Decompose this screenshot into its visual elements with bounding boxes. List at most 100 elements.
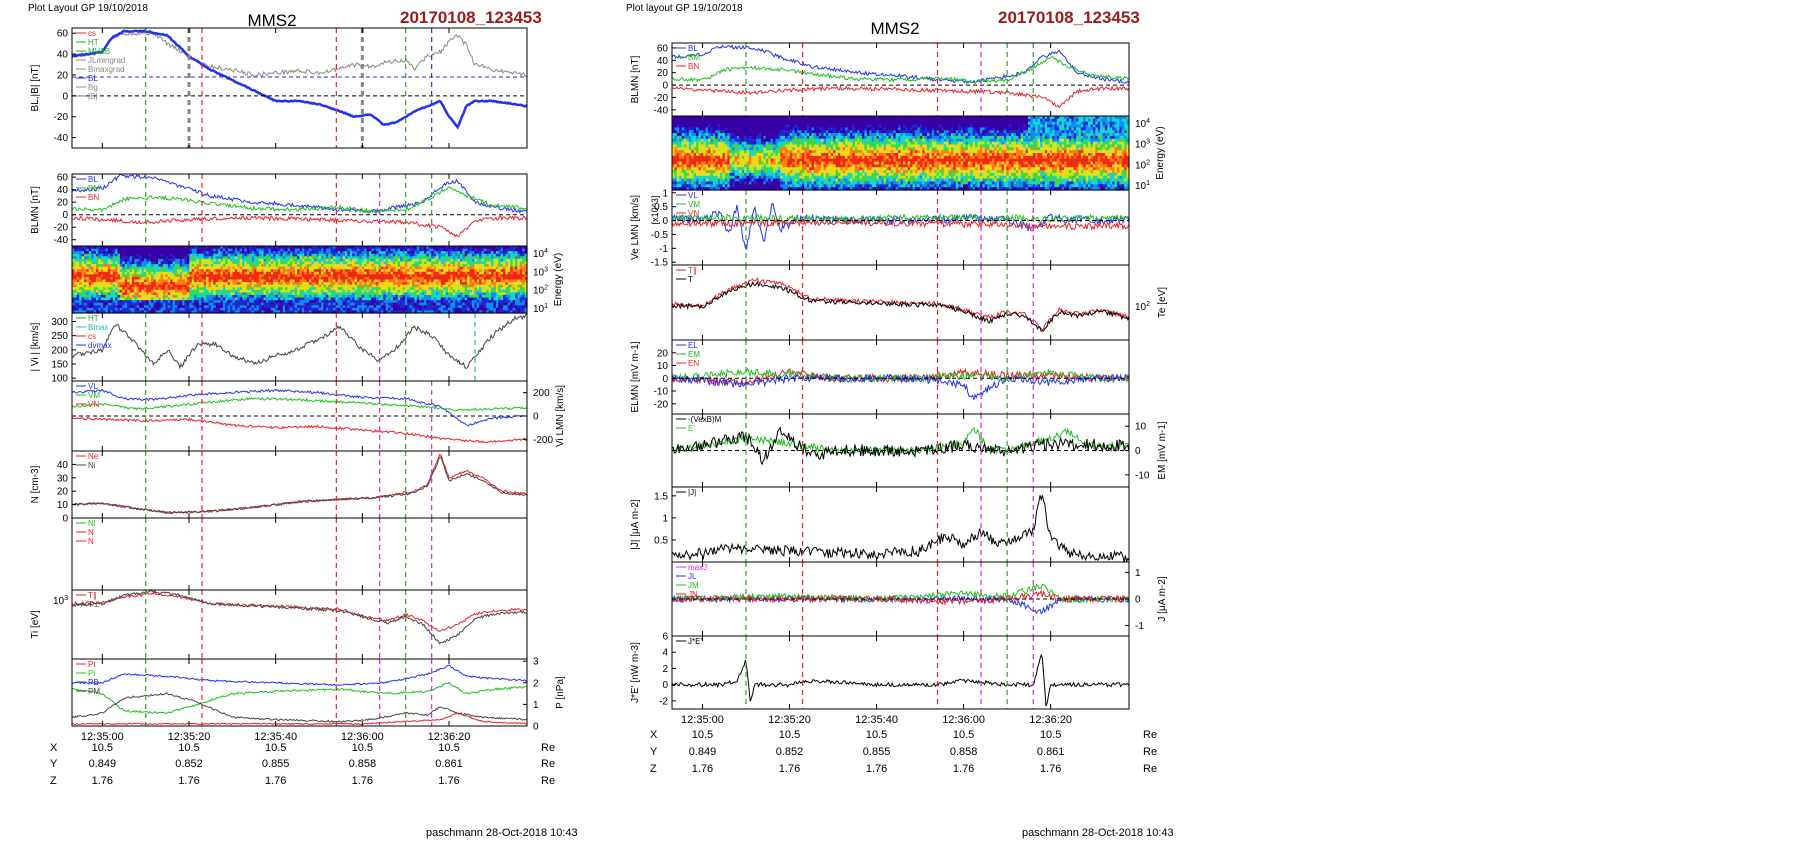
spectrogram-cell: [366, 261, 370, 265]
spectrogram-cell: [301, 246, 305, 250]
spectrogram-cell: [419, 297, 423, 301]
spectrogram-cell: [323, 279, 327, 283]
spectrogram-cell: [268, 292, 272, 296]
spectrogram-cell: [280, 248, 284, 252]
spectrogram-cell: [107, 297, 111, 301]
spectrogram-cell: [505, 297, 509, 301]
spectrogram-cell: [440, 269, 444, 273]
spectrogram-cell: [323, 266, 327, 270]
spectrogram-cell: [428, 305, 432, 309]
spectrogram-cell: [328, 297, 332, 301]
spectrogram-cell: [356, 294, 360, 299]
spectrogram-cell: [174, 251, 178, 255]
spectrogram-cell: [218, 279, 222, 283]
spectrogram-cell: [299, 292, 303, 296]
spectrogram-cell: [76, 300, 80, 304]
spectrogram-cell: [249, 310, 253, 314]
spectrogram-cell: [227, 297, 231, 301]
spectrogram-cell: [220, 246, 224, 250]
spectrogram-cell: [256, 266, 260, 270]
spectrogram-cell: [356, 261, 360, 265]
spectrogram-cell: [510, 266, 514, 270]
spectrogram-cell: [251, 266, 255, 270]
spectrogram-cell: [464, 282, 468, 286]
spectrogram-cell: [208, 307, 212, 312]
spectrogram-cell: [93, 258, 97, 263]
spectrogram-cell: [244, 256, 248, 260]
spectrogram-cell: [388, 256, 392, 260]
spectrogram-cell: [119, 307, 123, 312]
spectrogram-cell: [426, 253, 430, 257]
spectrogram-cell: [210, 248, 214, 252]
spectrogram-cell: [258, 261, 262, 265]
spectrogram-cell: [191, 284, 195, 288]
spectrogram-cell: [356, 246, 360, 250]
spectrogram-cell: [347, 264, 351, 268]
spectrogram-cell: [469, 276, 473, 281]
spectrogram-cell: [414, 253, 418, 257]
spectrogram-cell: [459, 284, 463, 288]
spectrogram-cell: [117, 300, 121, 304]
spectrogram-cell: [115, 305, 119, 309]
spectrogram-cell: [301, 271, 305, 275]
spectrogram-cell: [376, 276, 380, 281]
spectrogram-cell: [395, 274, 399, 278]
spectrogram-cell: [206, 269, 210, 273]
spectrogram-cell: [242, 271, 246, 275]
spectrogram-cell: [289, 302, 293, 306]
spectrogram-cell: [438, 294, 442, 299]
spectrogram-cell: [134, 276, 138, 281]
spectrogram-cell: [189, 284, 193, 288]
spectrogram-cell: [249, 266, 253, 270]
spectrogram-cell: [495, 258, 499, 263]
spectrogram-cell: [189, 253, 193, 257]
spectrogram-cell: [220, 253, 224, 257]
spectrogram-cell: [141, 253, 145, 257]
spectrogram-cell: [246, 266, 250, 270]
spectrogram-cell: [218, 292, 222, 296]
spectrogram-cell: [345, 271, 348, 275]
spectrogram-cell: [277, 248, 281, 252]
spectrogram-cell: [495, 289, 499, 293]
spectrogram-cell: [366, 310, 370, 314]
spectrogram-cell: [270, 284, 274, 288]
spectrogram-cell: [493, 248, 497, 252]
spectrogram-cell: [419, 284, 423, 288]
spectrogram-cell: [239, 297, 243, 301]
spectrogram-cell: [244, 310, 248, 314]
spectrogram-cell: [356, 289, 360, 293]
spectrogram-cell: [340, 248, 344, 252]
spectrogram-cell: [373, 271, 377, 275]
spectrogram-cell: [280, 289, 284, 293]
spectrogram-cell: [519, 287, 523, 291]
spectrogram-cell: [263, 287, 267, 291]
spectrogram-cell: [491, 284, 495, 288]
spectrogram-cell: [380, 310, 384, 314]
spectrogram-cell: [76, 297, 80, 301]
spectrogram-cell: [299, 279, 303, 283]
spectrogram-cell: [488, 310, 492, 314]
spectrogram-cell: [385, 256, 389, 260]
spectrogram-cell: [186, 269, 190, 273]
spectrogram-cell: [440, 248, 444, 252]
spectrogram-cell: [285, 284, 289, 288]
spectrogram-cell: [390, 266, 394, 270]
spectrogram-cell: [124, 289, 128, 293]
spectrogram-cell: [390, 307, 394, 312]
spectrogram-cell: [246, 287, 250, 291]
spectrogram-cell: [474, 300, 478, 304]
spectrogram-cell: [203, 266, 207, 270]
spectrogram-cell: [203, 269, 207, 273]
spectrogram-cell: [163, 289, 166, 293]
spectrogram-cell: [436, 294, 439, 299]
spectrogram-cell: [287, 310, 291, 314]
spectrogram-cell: [459, 266, 463, 270]
spectrogram-cell: [431, 253, 435, 257]
spectrogram-cell: [318, 256, 322, 260]
spectrogram-cell: [215, 266, 219, 270]
spectrogram-cell: [486, 274, 490, 278]
spectrogram-cell: [443, 289, 447, 293]
spectrogram-cell: [151, 302, 155, 306]
spectrogram-cell: [436, 274, 439, 278]
spectrogram-cell: [325, 266, 329, 270]
